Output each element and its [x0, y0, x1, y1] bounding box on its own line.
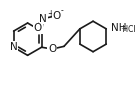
Text: O: O — [53, 11, 61, 21]
Text: NH: NH — [111, 23, 126, 33]
Text: -: - — [60, 6, 63, 15]
Text: +: + — [47, 9, 53, 18]
Text: O: O — [34, 23, 42, 33]
Text: ·HCl: ·HCl — [121, 24, 136, 34]
Text: N: N — [10, 42, 18, 52]
Text: N: N — [39, 14, 47, 24]
Text: O: O — [48, 44, 56, 54]
